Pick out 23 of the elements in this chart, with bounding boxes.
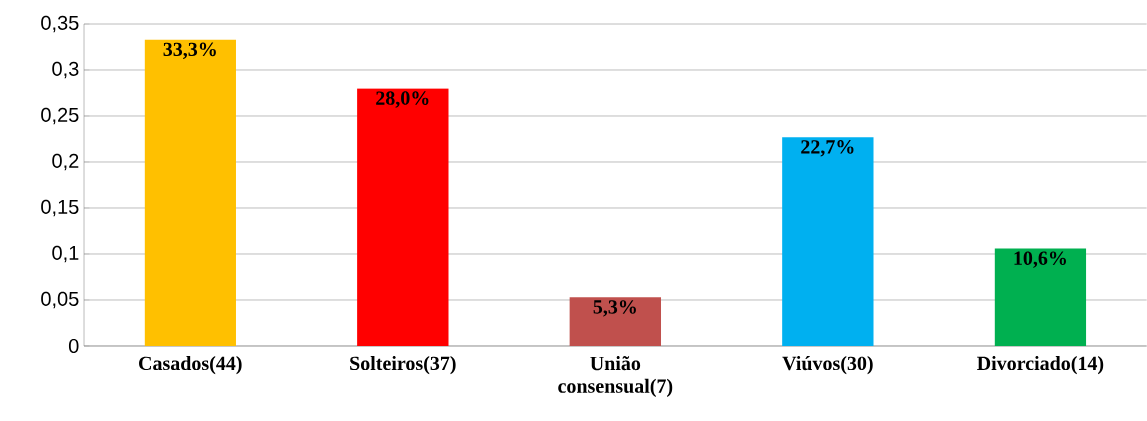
- x-tick-label: Viúvos(30): [782, 356, 873, 375]
- x-tick-label: Solteiros(37): [350, 356, 456, 375]
- y-tick-label: 0: [68, 338, 79, 354]
- y-tick-label: 0,35: [41, 15, 79, 33]
- y-tick-label: 0,25: [41, 107, 79, 125]
- y-tick-label: 0,2: [52, 153, 79, 171]
- bar: [357, 88, 449, 346]
- y-tick-label: 0,1: [52, 245, 79, 263]
- bar: [144, 39, 236, 346]
- y-tick-label: 0,05: [41, 291, 79, 309]
- x-tick-label: Divorciado(14): [977, 356, 1104, 375]
- bar: [569, 297, 662, 346]
- y-tick-label: 0,15: [41, 199, 79, 217]
- y-tick-label: 0,3: [52, 61, 79, 79]
- data-label: 10,6%: [1014, 251, 1066, 268]
- bar: [994, 248, 1087, 346]
- bar: [782, 137, 874, 346]
- data-label: 33,3%: [163, 42, 216, 59]
- data-label: 22,7%: [801, 140, 854, 157]
- data-label: 28,0%: [376, 91, 429, 108]
- x-tick-label: União consensual(7): [558, 356, 673, 397]
- x-tick-label: Casados(44): [139, 356, 242, 375]
- data-label: 5,3%: [593, 300, 636, 317]
